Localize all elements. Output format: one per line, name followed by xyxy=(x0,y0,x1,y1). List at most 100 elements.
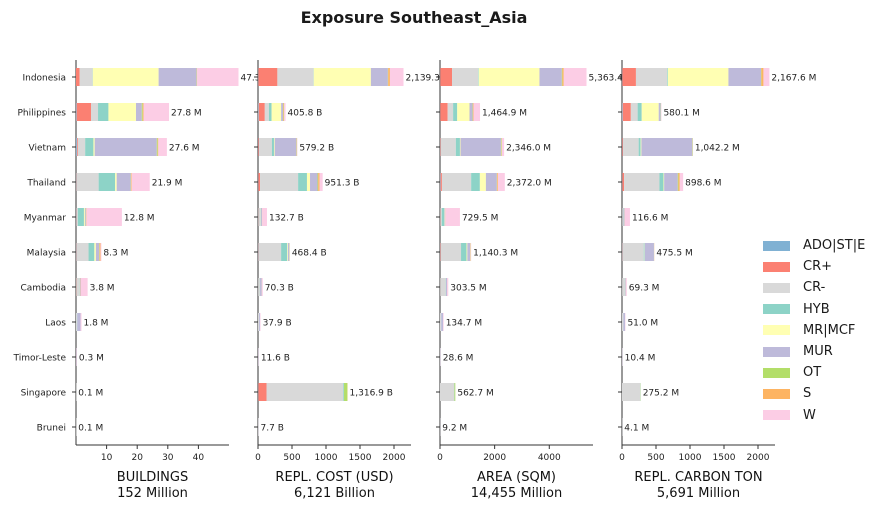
bar-value-label: 0.1 M xyxy=(78,389,103,399)
bar-segment xyxy=(635,68,668,86)
bar-segment xyxy=(479,173,486,191)
bar-segment xyxy=(77,138,86,156)
bar-segment xyxy=(76,103,91,121)
legend-swatch xyxy=(763,282,790,293)
bar-segment xyxy=(467,243,471,261)
bar-segment xyxy=(501,138,505,156)
bar-value-label: 69.3 M xyxy=(629,284,660,294)
bar-value-label: 70.3 B xyxy=(265,284,294,294)
bar-segment xyxy=(447,103,454,121)
legend-item: CR- xyxy=(763,277,865,298)
x-tick-label: 10 xyxy=(101,453,113,463)
x-tick-label: 0 xyxy=(437,453,443,463)
legend: ADO|ST|E CR+ CR- HYB MR|MCF MUR OT S W xyxy=(763,235,865,426)
bar-value-label: 1,042.2 M xyxy=(695,144,740,154)
bar-value-label: 1,140.3 M xyxy=(473,249,518,259)
chart-title: Exposure Southeast_Asia xyxy=(300,8,528,27)
bar-segment xyxy=(440,138,441,156)
bar-segment xyxy=(658,103,661,121)
bar-segment xyxy=(728,68,762,86)
bar-segment xyxy=(623,208,625,226)
y-tick-label: Timor-Leste xyxy=(12,354,66,364)
bar-segment xyxy=(284,103,286,121)
bar-value-label: 5,363.4 xyxy=(589,74,624,84)
bar-segment xyxy=(473,103,481,121)
bar-segment xyxy=(287,243,288,261)
bar-value-label: 405.8 B xyxy=(288,109,323,119)
bar-segment xyxy=(445,208,460,226)
bar-segment xyxy=(273,138,275,156)
bar-segment xyxy=(563,68,587,86)
bar-segment xyxy=(761,68,764,86)
y-tick-label: Brunei xyxy=(37,424,66,434)
bar-segment xyxy=(344,383,348,401)
bar-segment xyxy=(461,243,467,261)
bar-segment xyxy=(623,313,626,331)
bar-segment xyxy=(313,68,371,86)
bar-segment xyxy=(441,313,444,331)
bar-value-label: 134.7 M xyxy=(446,319,482,329)
bar-segment xyxy=(644,243,654,261)
bar-segment xyxy=(643,243,645,261)
bar-segment xyxy=(258,313,260,331)
bar-segment xyxy=(115,173,117,191)
bar-segment xyxy=(77,313,81,331)
bar-value-label: 0.3 M xyxy=(79,354,104,364)
bar-segment xyxy=(306,173,311,191)
bar-segment xyxy=(622,313,624,331)
y-tick-label: Myanmar xyxy=(24,214,67,224)
bar-segment xyxy=(472,103,474,121)
bar-segment xyxy=(76,103,77,121)
legend-swatch xyxy=(763,367,790,378)
bar-value-label: 2,372.0 M xyxy=(507,179,552,189)
legend-item: HYB xyxy=(763,299,865,320)
bar-segment xyxy=(343,383,345,401)
bar-segment xyxy=(440,208,442,226)
bar-segment xyxy=(274,138,297,156)
bar-segment xyxy=(156,138,158,156)
bar-segment xyxy=(259,313,261,331)
bar-segment xyxy=(76,278,80,296)
bar-segment xyxy=(389,68,404,86)
bar-segment xyxy=(497,173,505,191)
x-tick-label: 2000 xyxy=(747,453,770,463)
bar-segment xyxy=(622,383,641,401)
bar-segment xyxy=(319,173,323,191)
bar-segment xyxy=(478,68,479,86)
bar-segment xyxy=(440,173,442,191)
x-tick-label: 0 xyxy=(619,453,625,463)
bar-segment xyxy=(84,208,86,226)
x-tick-label: 1000 xyxy=(315,453,338,463)
bar-segment xyxy=(158,138,167,156)
bar-segment xyxy=(440,68,453,86)
bar-segment xyxy=(260,278,262,296)
bar-segment xyxy=(638,138,641,156)
bar-segment xyxy=(678,173,680,191)
bar-segment xyxy=(497,173,498,191)
bar-segment xyxy=(440,173,441,191)
bar-segment xyxy=(258,138,260,156)
bar-segment xyxy=(485,173,497,191)
bar-segment xyxy=(622,68,636,86)
bar-segment xyxy=(258,243,282,261)
bar-segment xyxy=(258,278,260,296)
bar-segment xyxy=(667,68,668,86)
legend-item: OT xyxy=(763,362,865,383)
legend-label: ADO|ST|E xyxy=(803,238,866,254)
bar-segment xyxy=(79,68,93,86)
bar-segment xyxy=(539,68,562,86)
x-tick-label: 30 xyxy=(162,453,174,463)
y-tick-label: Philippines xyxy=(18,109,67,119)
bar-segment xyxy=(85,138,94,156)
bar-segment xyxy=(440,243,441,261)
y-tick-label: Malaysia xyxy=(27,249,66,259)
x-tick-label: 4000 xyxy=(538,453,561,463)
legend-label: W xyxy=(803,407,816,423)
bar-value-label: 303.5 M xyxy=(450,284,486,294)
bar-segment xyxy=(287,243,290,261)
x-axis-label: REPL. COST (USD) xyxy=(275,470,393,485)
bar-segment xyxy=(258,383,267,401)
bar-segment xyxy=(630,103,638,121)
bar-value-label: 11.6 B xyxy=(261,354,290,364)
